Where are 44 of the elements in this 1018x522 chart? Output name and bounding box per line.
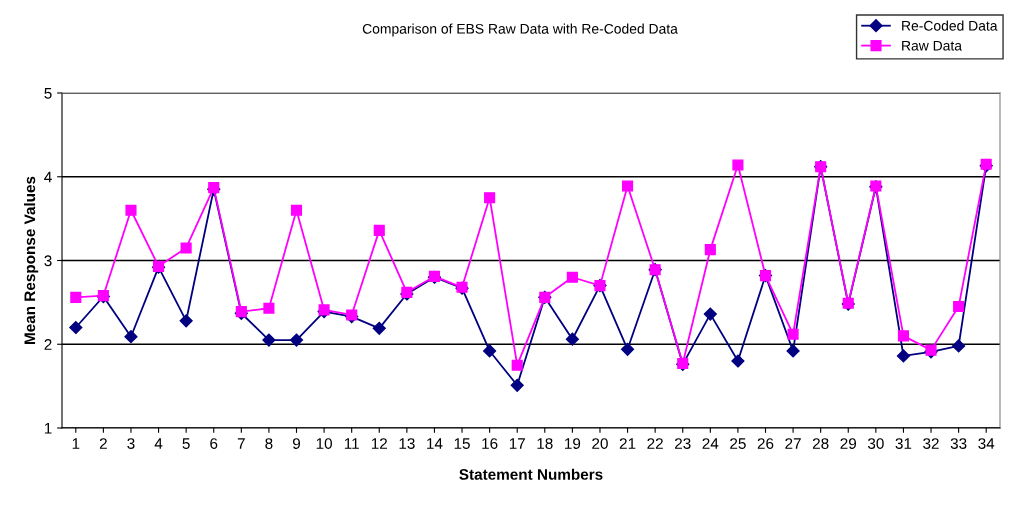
x-tick-label: 16 — [482, 438, 498, 449]
legend-label: Re-Coded Data — [902, 20, 998, 31]
x-tick-label: 5 — [182, 438, 190, 449]
y-axis-title: Mean Response Values — [23, 176, 39, 344]
x-tick-label: 21 — [619, 438, 636, 449]
x-tick-label: 28 — [812, 438, 829, 449]
x-tick-label: 31 — [895, 438, 912, 449]
x-tick-label: 17 — [509, 438, 525, 449]
x-tick-label: 18 — [537, 438, 553, 449]
legend-label: Raw Data — [902, 40, 962, 51]
x-tick-label: 23 — [675, 438, 691, 449]
x-tick-label: 10 — [316, 438, 332, 449]
chart-title: Comparison of EBS Raw Data with Re-Coded Data — [362, 23, 678, 37]
x-tick-label: 25 — [730, 438, 746, 449]
x-tick-label: 2 — [99, 438, 107, 449]
x-tick-label: 32 — [923, 438, 939, 449]
x-tick-label: 4 — [154, 438, 163, 449]
y-tick-label: 1 — [44, 423, 52, 434]
x-tick-label: 12 — [371, 438, 387, 449]
x-tick-label: 6 — [210, 438, 218, 449]
y-tick-label: 4 — [44, 171, 52, 183]
x-tick-label: 1 — [72, 438, 80, 449]
x-tick-label: 34 — [978, 438, 995, 449]
x-axis-title: Statement Numbers — [459, 468, 603, 480]
x-tick-label: 30 — [867, 438, 884, 449]
x-tick-label: 11 — [344, 438, 359, 449]
x-tick-label: 26 — [757, 438, 774, 449]
x-tick-label: 3 — [127, 438, 135, 449]
y-tick-label: 5 — [44, 88, 52, 99]
x-tick-label: 22 — [647, 438, 663, 449]
x-tick-label: 8 — [265, 438, 273, 449]
x-tick-label: 14 — [427, 438, 443, 449]
x-tick-label: 27 — [785, 438, 801, 449]
y-tick-label: 3 — [44, 255, 52, 267]
x-tick-label: 13 — [399, 438, 415, 449]
x-tick-label: 19 — [565, 438, 581, 449]
x-tick-label: 7 — [237, 438, 245, 449]
y-tick-label: 2 — [44, 339, 52, 350]
x-tick-label: 9 — [292, 438, 301, 449]
x-tick-label: 29 — [840, 438, 857, 449]
x-tick-label: 24 — [702, 438, 719, 449]
x-tick-label: 15 — [454, 438, 470, 449]
x-tick-label: 20 — [592, 438, 608, 449]
x-tick-label: 33 — [950, 438, 967, 449]
